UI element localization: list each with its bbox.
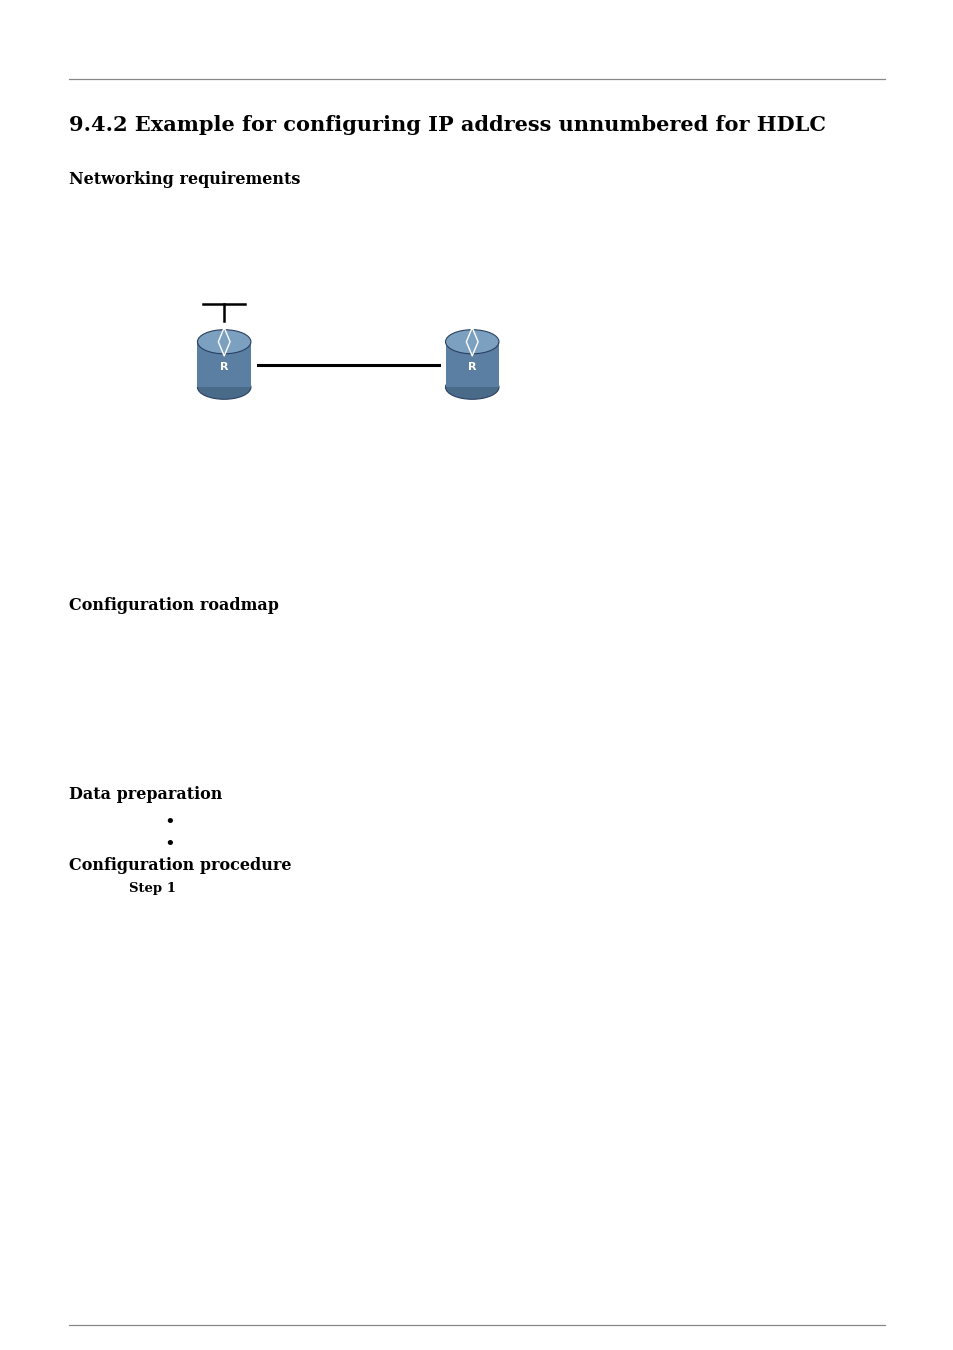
Ellipse shape xyxy=(197,375,251,400)
Text: R: R xyxy=(468,362,476,371)
Bar xyxy=(445,342,498,387)
Ellipse shape xyxy=(445,329,498,354)
Ellipse shape xyxy=(197,329,251,354)
Text: Step 1: Step 1 xyxy=(129,882,175,895)
Ellipse shape xyxy=(445,375,498,400)
Bar xyxy=(197,342,251,387)
Text: R: R xyxy=(220,362,228,371)
Text: Networking requirements: Networking requirements xyxy=(69,171,300,189)
Text: Data preparation: Data preparation xyxy=(69,786,222,803)
Text: Configuration roadmap: Configuration roadmap xyxy=(69,597,278,614)
Text: Configuration procedure: Configuration procedure xyxy=(69,857,291,875)
Text: •: • xyxy=(164,814,175,832)
Text: 9.4.2 Example for configuring IP address unnumbered for HDLC: 9.4.2 Example for configuring IP address… xyxy=(69,115,825,135)
Text: •: • xyxy=(164,836,175,853)
